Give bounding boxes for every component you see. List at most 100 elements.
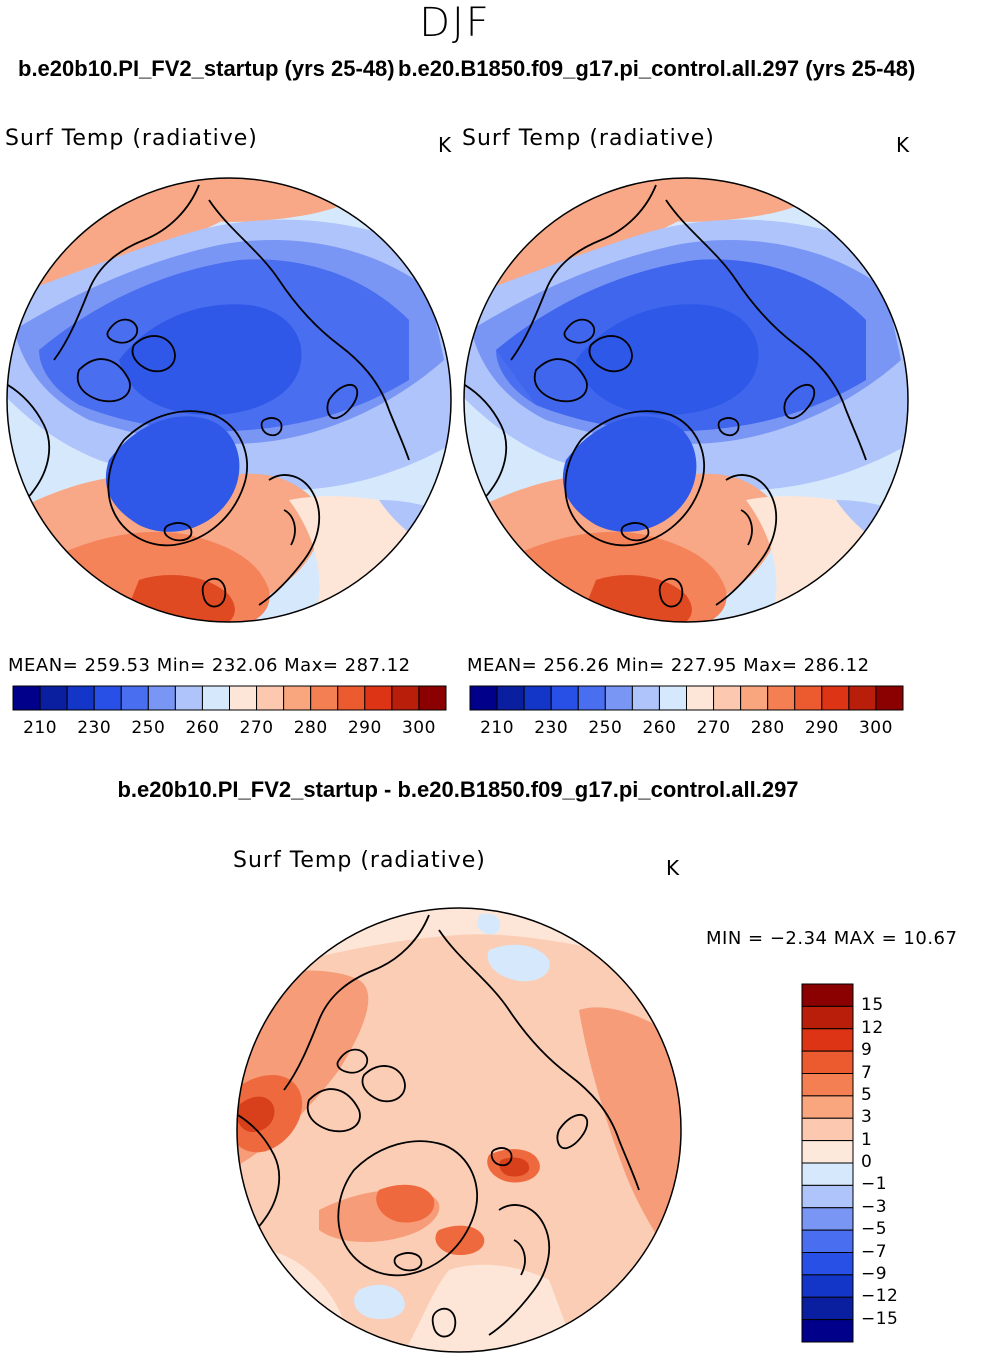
panel1-colorbar-tick-label: 230: [77, 718, 112, 738]
difference-colorbar-tick-label: 1: [861, 1129, 873, 1150]
panel1-colorbar-box: [120, 685, 149, 711]
panel1-colorbar-box: [391, 685, 420, 711]
panel2-colorbar-tick-label: 290: [804, 718, 839, 738]
panel2-colorbar-tick-label: 280: [750, 718, 785, 738]
panel2-colorbar-tick-label: 260: [642, 718, 677, 738]
difference-colorbar-tick-label: 0: [861, 1152, 873, 1172]
panel1-colorbar-tick-label: 210: [23, 718, 58, 738]
panel1-colorbar-box: [229, 685, 258, 711]
panel2-colorbar-box: [821, 685, 850, 711]
panel2-colorbar-box: [469, 685, 498, 711]
difference-colorbar-box: [801, 1207, 854, 1231]
panel2-colorbar-box: [658, 685, 687, 711]
panel1-map-border: [6, 177, 452, 623]
panel1-colorbar-tick-label: 260: [185, 718, 220, 738]
panel2-units-label: K: [896, 133, 910, 157]
difference-colorbar-tick-label: −3: [861, 1196, 888, 1217]
panel1-colorbar-box: [66, 685, 95, 711]
panel1-colorbar-box: [39, 685, 68, 711]
panel1-colorbar-box: [147, 685, 176, 711]
panel2-colorbar-box: [875, 685, 904, 711]
difference-colorbar-tick-label: −7: [861, 1241, 888, 1262]
difference-colorbar-box: [801, 1005, 854, 1030]
difference-colorbar-tick-label: 15: [861, 995, 884, 1016]
panel1-colorbar-tick-label: 290: [347, 718, 382, 738]
panel1-colorbar: [12, 685, 447, 711]
panel2-colorbar-tick-label: 210: [480, 718, 515, 738]
difference-colorbar-box: [801, 983, 854, 1007]
difference-colorbar-box: [801, 1252, 854, 1276]
panel2-colorbar-box: [550, 685, 579, 711]
panel2-colorbar-box: [713, 685, 742, 711]
panel2-colorbar-box: [631, 685, 660, 711]
panel1-colorbar-tick-label: 250: [131, 718, 166, 738]
difference-colorbar-tick-label: −9: [861, 1263, 888, 1284]
panel1-stats: MEAN= 259.53 Min= 232.06 Max= 287.12: [8, 655, 411, 676]
difference-colorbar-box: [801, 1319, 854, 1343]
panel1-colorbar-tick-label: 300: [401, 718, 436, 738]
difference-colorbar-box: [801, 1050, 854, 1074]
panel1-variable-label: Surf Temp (radiative): [5, 126, 258, 151]
difference-colorbar-box: [801, 1028, 854, 1052]
panel1-colorbar-tick-label: 270: [239, 718, 274, 738]
panel1-map: [6, 177, 452, 623]
difference-colorbar-tick-label: −15: [861, 1308, 899, 1329]
panel2-colorbar-box: [577, 685, 606, 711]
panel1-colorbar-tick-label: 280: [293, 718, 328, 738]
panel2-map-border: [463, 177, 909, 623]
difference-variable-label: Surf Temp (radiative): [233, 848, 486, 873]
difference-colorbar-tick-label: 3: [861, 1107, 873, 1128]
difference-colorbar-tick-label: 5: [861, 1084, 873, 1105]
difference-colorbar-box: [801, 1073, 854, 1097]
difference-colorbar-tick-label: −12: [861, 1286, 899, 1307]
panel1-units-label: K: [438, 133, 452, 157]
panel1-colorbar-box: [283, 685, 312, 711]
difference-colorbar-box: [801, 1140, 854, 1164]
difference-colorbar-box: [801, 1095, 854, 1119]
panel2-colorbar-box: [686, 685, 715, 711]
panel2-colorbar: [469, 685, 904, 711]
panel2-colorbar-box: [848, 685, 877, 711]
panel2-stats: MEAN= 256.26 Min= 227.95 Max= 286.12: [467, 655, 870, 676]
difference-colorbar-box: [801, 1162, 854, 1186]
difference-colorbar-box: [801, 1296, 854, 1321]
panel1-colorbar-box: [418, 685, 447, 711]
difference-colorbar-tick-label: 7: [861, 1062, 873, 1083]
panel1-colorbar-box: [256, 685, 285, 711]
panel1-colorbar-box: [364, 685, 393, 711]
panel1-case-title: b.e20b10.PI_FV2_startup (yrs 25-48): [18, 56, 395, 81]
panel1-colorbar-box: [201, 685, 230, 711]
panel2-case-title: b.e20.B1850.f09_g17.pi_control.all.297 (…: [398, 56, 916, 81]
panel2-colorbar-tick-label: 300: [858, 718, 893, 738]
difference-colorbar-tick-label: −1: [861, 1174, 888, 1195]
difference-colorbar-tick-label: −5: [861, 1219, 888, 1240]
difference-title: b.e20b10.PI_FV2_startup - b.e20.B1850.f0…: [117, 777, 799, 802]
difference-colorbar-box: [801, 1274, 854, 1298]
panel2-colorbar-tick-label: 250: [588, 718, 623, 738]
difference-colorbar-tick-label: 12: [861, 1017, 884, 1038]
difference-map-border: [236, 907, 682, 1353]
panel2-variable-label: Surf Temp (radiative): [462, 126, 715, 151]
panel2-colorbar-box: [496, 685, 525, 711]
season-title: DJF: [419, 0, 491, 46]
difference-colorbar-box: [801, 1184, 854, 1209]
difference-colorbar: [801, 983, 854, 1343]
panel1-colorbar-box: [93, 685, 122, 711]
panel2-colorbar-box: [604, 685, 633, 711]
panel1-colorbar-box: [12, 685, 41, 711]
panel2-colorbar-tick-label: 270: [696, 718, 731, 738]
panel2-colorbar-box: [740, 685, 769, 711]
panel2-colorbar-box: [523, 685, 552, 711]
panel2-colorbar-box: [794, 685, 823, 711]
panel2-colorbar-tick-label: 230: [534, 718, 569, 738]
difference-map: [236, 907, 682, 1353]
panel1-colorbar-box: [310, 685, 339, 711]
panel2-map: [463, 177, 909, 623]
difference-units-label: K: [666, 856, 680, 880]
panel1-colorbar-box: [337, 685, 366, 711]
difference-colorbar-box: [801, 1229, 854, 1253]
panel1-colorbar-box: [174, 685, 203, 711]
panel2-colorbar-box: [767, 685, 796, 711]
difference-minmax: MIN = −2.34 MAX = 10.67: [706, 928, 958, 949]
